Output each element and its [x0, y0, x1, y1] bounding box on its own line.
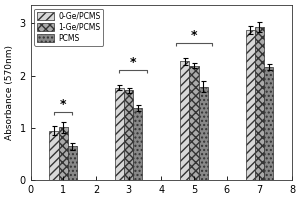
Text: *: * — [191, 29, 197, 42]
Bar — [133, 108, 142, 180]
Bar — [246, 30, 255, 180]
Bar — [68, 146, 77, 180]
Bar — [124, 90, 133, 180]
Bar — [58, 127, 68, 180]
Text: *: * — [130, 56, 136, 69]
Bar — [115, 88, 124, 180]
Legend: 0-Ge/PCMS, 1-Ge/PCMS, PCMS: 0-Ge/PCMS, 1-Ge/PCMS, PCMS — [34, 9, 103, 46]
Bar — [199, 87, 208, 180]
Bar — [50, 131, 58, 180]
Bar — [255, 27, 264, 180]
Bar — [180, 61, 189, 180]
Bar — [189, 66, 199, 180]
Bar — [264, 67, 273, 180]
Text: *: * — [60, 98, 67, 111]
Y-axis label: Absorbance (570nm): Absorbance (570nm) — [5, 45, 14, 140]
